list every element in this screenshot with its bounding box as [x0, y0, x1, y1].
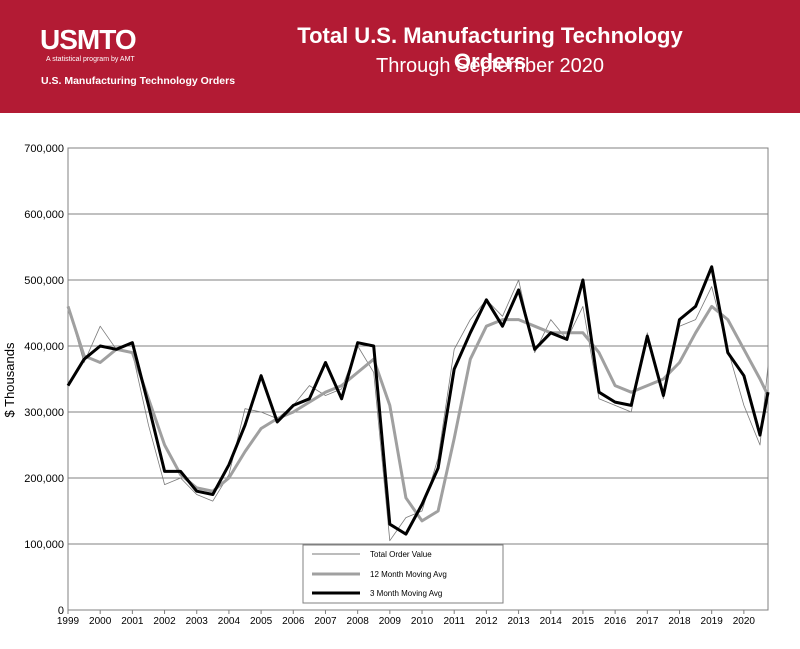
x-tick-label: 2020 [733, 616, 756, 627]
x-tick-label: 2003 [186, 616, 209, 627]
chart-title: Total U.S. Manufacturing Technology Orde… [297, 23, 683, 74]
x-tick-label: 2008 [347, 616, 370, 627]
x-tick-label: 2006 [282, 616, 305, 627]
y-tick-label: 300,000 [24, 407, 64, 419]
plot-area [67, 147, 769, 611]
y-tick-label: 600,000 [24, 209, 64, 221]
series-line-3-month-moving-avg [66, 265, 770, 536]
header-banner: USMTO A statistical program by AMT U.S. … [0, 0, 800, 113]
logo-subtitle: U.S. Manufacturing Technology Orders [41, 75, 236, 87]
x-tick-label: 2017 [636, 616, 659, 627]
x-tick-label: 2013 [507, 616, 530, 627]
x-tick-label: 2004 [218, 616, 241, 627]
x-tick-label: 2014 [540, 616, 563, 627]
y-axis-label: $ Thousands [2, 342, 17, 417]
usmto-logo: USMTO [40, 24, 137, 55]
x-tick-label: 2012 [475, 616, 498, 627]
legend-label-ma3: 3 Month Moving Avg [370, 589, 442, 598]
legend-label-ma12: 12 Month Moving Avg [370, 570, 447, 579]
x-axis-ticks: 1999 2000 2001 2002 2003 2004 2005 2006 2007 2008… [57, 610, 756, 627]
y-tick-label: 100,000 [24, 539, 64, 551]
y-tick-label: 200,000 [24, 473, 64, 485]
x-tick-label: 1999 [57, 616, 80, 627]
y-tick-label: 400,000 [24, 341, 64, 353]
x-tick-label: 2018 [668, 616, 691, 627]
y-tick-label: 0 [58, 605, 64, 617]
x-tick-label: 2009 [379, 616, 402, 627]
series-line-total-order-value [67, 279, 769, 542]
legend: Total Order Value 12 Month Moving Avg 3 … [302, 544, 504, 604]
x-tick-label: 2015 [572, 616, 595, 627]
series-lines [66, 265, 770, 542]
y-tick-label: 700,000 [24, 143, 64, 155]
logo-tagline: A statistical program by AMT [46, 56, 135, 63]
x-tick-label: 2016 [604, 616, 627, 627]
y-tick-label: 500,000 [24, 275, 64, 287]
y-axis-ticks: 0 100,000 200,000 300,000 400,000 500,000 600,… [24, 143, 64, 617]
x-tick-label: 2001 [121, 616, 144, 627]
chart-subtitle: Through September 2020 [376, 55, 604, 77]
series-line-12-month-moving-avg [66, 304, 770, 523]
x-tick-label: 2005 [250, 616, 273, 627]
legend-label-total: Total Order Value [370, 550, 432, 559]
x-tick-label: 2000 [89, 616, 112, 627]
x-tick-label: 2007 [314, 616, 337, 627]
x-tick-label: 2019 [701, 616, 724, 627]
x-tick-label: 2011 [443, 616, 465, 627]
x-tick-label: 2010 [411, 616, 434, 627]
x-tick-label: 2002 [153, 616, 176, 627]
